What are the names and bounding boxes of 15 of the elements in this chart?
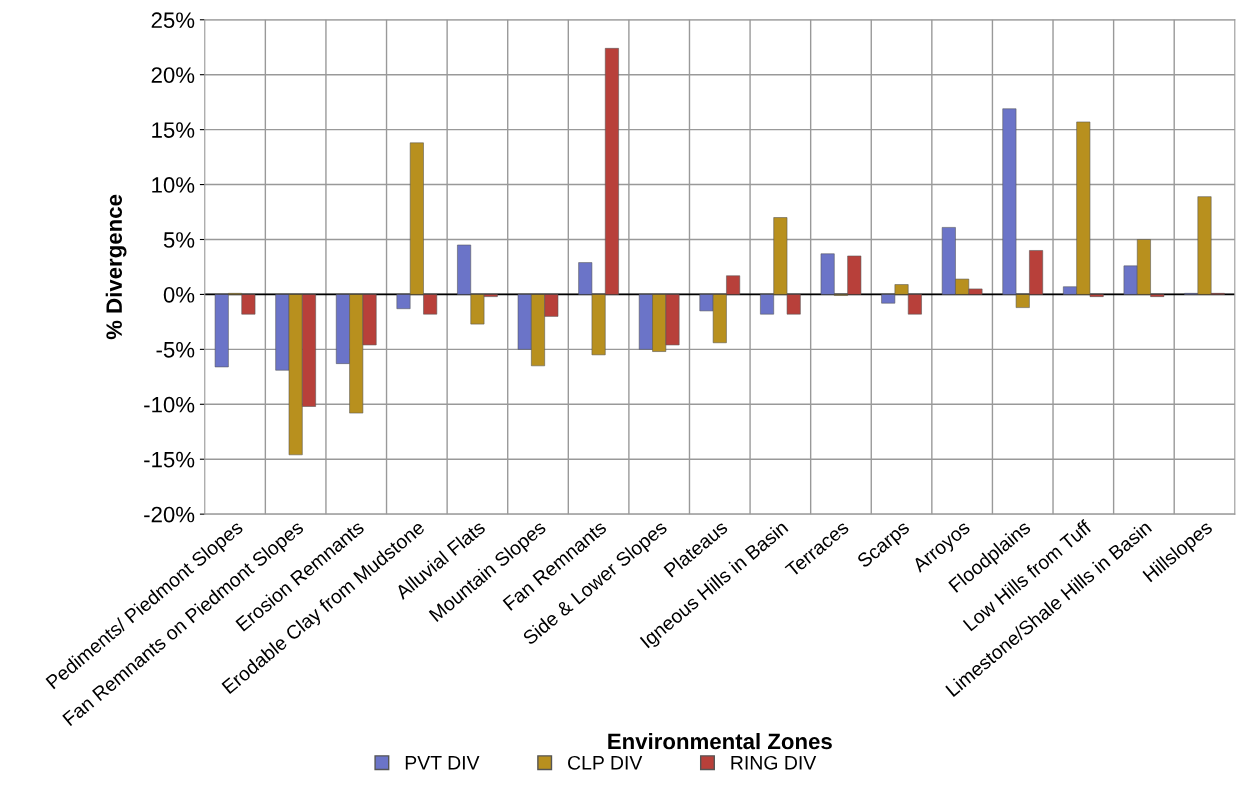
legend-label: RING DIV [731,755,817,770]
y-tick-label: 10% [152,177,195,193]
y-tick-label: -15% [144,451,195,468]
y-tick-label: -20% [144,506,195,523]
x-axis-title: Environmental Zones [608,732,832,750]
y-tick-label: -10% [144,396,195,413]
legend-label: PVT DIV [405,756,480,770]
y-tick-label: 0% [163,286,195,303]
y-tick-label: 20% [151,67,195,83]
y-tick-label: 25% [151,12,195,29]
y-tick-label: 5% [163,232,195,248]
y-tick-label: 15% [152,122,195,138]
y-tick-label: -5% [156,341,195,358]
legend-label: CLP DIV [568,755,643,770]
y-axis-title: % Divergence [105,194,127,340]
